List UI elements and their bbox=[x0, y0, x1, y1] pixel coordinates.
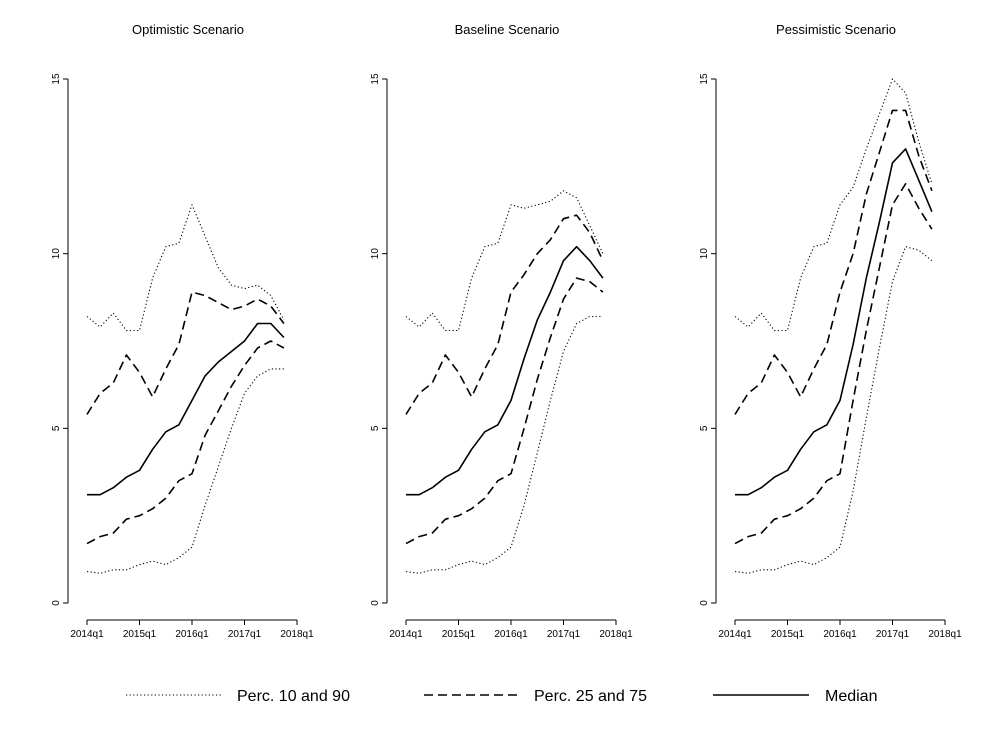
panels-layer: Optimistic Scenario 0 5 10 15 2014q1 2015q1 201… bbox=[51, 22, 962, 640]
x-tick-label: 2015q1 bbox=[771, 629, 805, 640]
y-tick-label: 5 bbox=[370, 425, 381, 431]
y-tick-label: 0 bbox=[51, 600, 62, 606]
legend-item: Median bbox=[713, 688, 877, 705]
legend-label: Perc. 10 and 90 bbox=[237, 688, 350, 705]
y-tick-label: 15 bbox=[370, 73, 381, 85]
y-tick-label: 10 bbox=[699, 248, 710, 260]
y-tick-label: 0 bbox=[699, 600, 710, 606]
x-tick-label: 2014q1 bbox=[718, 629, 752, 640]
x-tick-label: 2015q1 bbox=[442, 629, 476, 640]
series-line-p75 bbox=[734, 109, 933, 415]
x-tick-label: 2014q1 bbox=[389, 629, 423, 640]
x-tick-label: 2017q1 bbox=[228, 629, 262, 640]
x-tick-label: 2018q1 bbox=[928, 629, 962, 640]
y-tick-label: 5 bbox=[699, 425, 710, 431]
series-line-median bbox=[735, 148, 933, 496]
panel-title: Baseline Scenario bbox=[455, 22, 560, 37]
y-tick-label: 10 bbox=[370, 248, 381, 260]
legend-item: Perc. 25 and 75 bbox=[424, 688, 647, 705]
y-tick-label: 10 bbox=[51, 248, 62, 260]
legend-label: Perc. 25 and 75 bbox=[534, 688, 647, 705]
y-tick-label: 5 bbox=[51, 425, 62, 431]
panel-title: Optimistic Scenario bbox=[132, 22, 244, 37]
y-tick-label: 15 bbox=[699, 73, 710, 85]
legend-item: Perc. 10 and 90 bbox=[126, 688, 350, 705]
legend-label: Median bbox=[825, 688, 877, 705]
y-tick-label: 0 bbox=[370, 600, 381, 606]
series-line-p90 bbox=[405, 190, 604, 332]
series-line-p75 bbox=[405, 214, 604, 415]
legend: Perc. 10 and 90 Perc. 25 and 75 Median bbox=[126, 688, 877, 705]
panel-2: Baseline Scenario 0 5 10 15 2014q1 2015q1 2016q… bbox=[370, 22, 633, 640]
x-tick-label: 2017q1 bbox=[547, 629, 581, 640]
x-tick-label: 2016q1 bbox=[823, 629, 857, 640]
series-line-p90 bbox=[734, 78, 933, 332]
panel-title: Pessimistic Scenario bbox=[776, 22, 896, 37]
series-line-p25 bbox=[405, 277, 604, 545]
y-tick-label: 15 bbox=[51, 73, 62, 85]
series-line-p10 bbox=[405, 315, 603, 574]
x-tick-label: 2014q1 bbox=[70, 629, 104, 640]
panel-1: Optimistic Scenario 0 5 10 15 2014q1 2015q1 201… bbox=[51, 22, 314, 640]
series-line-p10 bbox=[734, 246, 933, 574]
x-tick-label: 2017q1 bbox=[876, 629, 910, 640]
series-line-median bbox=[87, 322, 285, 496]
x-tick-label: 2018q1 bbox=[599, 629, 633, 640]
panel-3: Pessimistic Scenario 0 5 10 15 2014q1 2015q1 20… bbox=[699, 22, 962, 640]
x-tick-label: 2015q1 bbox=[123, 629, 157, 640]
x-tick-label: 2016q1 bbox=[175, 629, 209, 640]
x-tick-label: 2018q1 bbox=[280, 629, 314, 640]
series-line-p90 bbox=[86, 204, 285, 332]
series-line-p75 bbox=[86, 291, 285, 415]
series-line-median bbox=[406, 245, 604, 496]
series-line-p10 bbox=[86, 368, 284, 574]
x-tick-label: 2016q1 bbox=[494, 629, 528, 640]
